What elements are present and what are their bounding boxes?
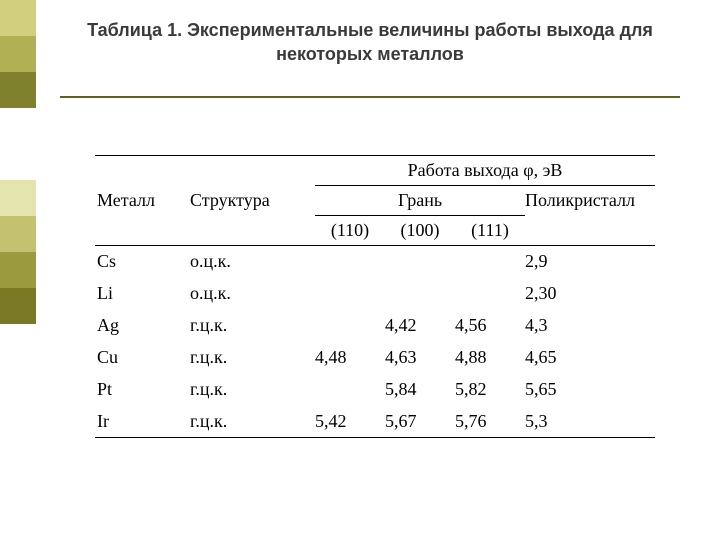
header-110: (110) xyxy=(315,216,385,246)
header-111: (111) xyxy=(455,216,525,246)
cell-100: 4,63 xyxy=(385,342,455,374)
accent-square xyxy=(0,144,36,180)
accent-square xyxy=(0,72,36,108)
accent-square xyxy=(0,396,36,432)
cell-poly: 2,30 xyxy=(525,278,655,310)
cell-poly: 5,3 xyxy=(525,406,655,438)
table-row: Csо.ц.к. 2,9 xyxy=(95,246,655,278)
accent-sidebar xyxy=(0,0,36,540)
cell-111: 4,88 xyxy=(455,342,525,374)
accent-square xyxy=(0,288,36,324)
table-row: Cuг.ц.к.4,484,634,884,65 xyxy=(95,342,655,374)
page-title: Таблица 1. Экспериментальные величины ра… xyxy=(60,18,680,67)
cell-111 xyxy=(455,246,525,278)
cell-metal: Cu xyxy=(95,342,190,374)
cell-structure: г.ц.к. xyxy=(190,310,315,342)
accent-square xyxy=(0,180,36,216)
cell-poly: 4,65 xyxy=(525,342,655,374)
cell-111: 5,76 xyxy=(455,406,525,438)
cell-metal: Ir xyxy=(95,406,190,438)
cell-100: 4,42 xyxy=(385,310,455,342)
accent-square xyxy=(0,108,36,144)
cell-metal: Cs xyxy=(95,246,190,278)
cell-metal: Ag xyxy=(95,310,190,342)
accent-square xyxy=(0,504,36,540)
table-body: Csо.ц.к.2,9Liо.ц.к.2,30Agг.ц.к.4,424,564… xyxy=(95,246,655,438)
accent-square xyxy=(0,0,36,36)
cell-structure: о.ц.к. xyxy=(190,246,315,278)
header-structure: Структура xyxy=(190,186,315,216)
cell-poly: 5,65 xyxy=(525,374,655,406)
cell-structure: г.ц.к. xyxy=(190,342,315,374)
table-row: Liо.ц.к. 2,30 xyxy=(95,278,655,310)
cell-100 xyxy=(385,278,455,310)
accent-square xyxy=(0,468,36,504)
table-row: Irг.ц.к.5,425,675,765,3 xyxy=(95,406,655,438)
header-facet: Грань xyxy=(315,186,525,216)
cell-111: 5,82 xyxy=(455,374,525,406)
header-100: (100) xyxy=(385,216,455,246)
accent-square xyxy=(0,360,36,396)
cell-100 xyxy=(385,246,455,278)
cell-structure: г.ц.к. xyxy=(190,374,315,406)
cell-110 xyxy=(315,246,385,278)
header-polycrystal: Поликристалл xyxy=(525,186,655,216)
accent-square xyxy=(0,216,36,252)
cell-100: 5,84 xyxy=(385,374,455,406)
cell-100: 5,67 xyxy=(385,406,455,438)
cell-110 xyxy=(315,310,385,342)
title-underline xyxy=(60,96,680,98)
header-work-function: Работа выхода φ, эВ xyxy=(315,156,655,186)
data-table: Работа выхода φ, эВ Металл Структура Гра… xyxy=(95,155,655,438)
cell-110: 4,48 xyxy=(315,342,385,374)
cell-110 xyxy=(315,374,385,406)
table-row: Agг.ц.к. 4,424,564,3 xyxy=(95,310,655,342)
cell-structure: г.ц.к. xyxy=(190,406,315,438)
cell-metal: Li xyxy=(95,278,190,310)
accent-square xyxy=(0,432,36,468)
cell-poly: 4,3 xyxy=(525,310,655,342)
cell-metal: Pt xyxy=(95,374,190,406)
header-metal: Металл xyxy=(95,186,190,216)
accent-square xyxy=(0,36,36,72)
work-function-table: Работа выхода φ, эВ Металл Структура Гра… xyxy=(95,155,655,438)
accent-square xyxy=(0,324,36,360)
cell-111: 4,56 xyxy=(455,310,525,342)
cell-structure: о.ц.к. xyxy=(190,278,315,310)
cell-111 xyxy=(455,278,525,310)
cell-110: 5,42 xyxy=(315,406,385,438)
cell-poly: 2,9 xyxy=(525,246,655,278)
table-row: Ptг.ц.к. 5,845,825,65 xyxy=(95,374,655,406)
accent-square xyxy=(0,252,36,288)
cell-110 xyxy=(315,278,385,310)
